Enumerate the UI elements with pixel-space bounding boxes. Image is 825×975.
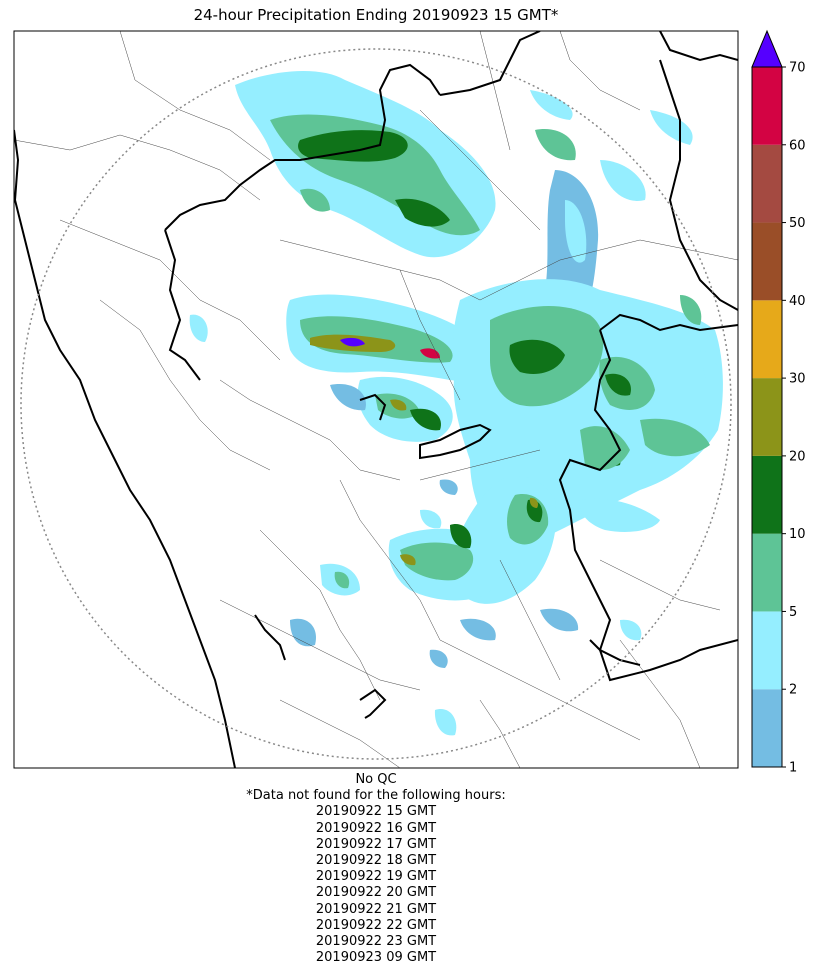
colorbar-segment: [752, 144, 782, 223]
colorbar-segments: [752, 67, 782, 767]
range-ring: [20, 48, 732, 760]
state-borders: [14, 31, 738, 768]
missing-hour: 20190922 23 GMT: [315, 934, 437, 950]
colorbar-tick-label: 50: [789, 216, 806, 231]
missing-hour: 20190923 09 GMT: [315, 950, 437, 966]
chart-title: 24-hour Precipitation Ending 20190923 15…: [193, 6, 559, 24]
missing-hour: 20190922 20 GMT: [315, 885, 437, 901]
missing-hour: 20190922 15 GMT: [315, 804, 437, 820]
colorbar-tick-label: 5: [789, 605, 797, 620]
colorbar-ticks: 1 2 5 10 20 30 40 50 60 70: [782, 61, 806, 776]
missing-hour: 20190922 17 GMT: [315, 836, 437, 852]
colorbar-tick-label: 10: [789, 527, 806, 542]
missing-hour: 20190922 16 GMT: [315, 820, 437, 836]
precip-field: [189, 70, 723, 736]
notes: No QC *Data not found for the following …: [14, 772, 738, 966]
colorbar-segment: [752, 222, 782, 301]
colorbar-tick-label: 70: [789, 61, 806, 76]
missing-hour: 20190922 21 GMT: [315, 901, 437, 917]
map-frame: [13, 30, 739, 769]
colorbar-segment: [752, 533, 782, 612]
colorbar-frame: [751, 66, 783, 768]
missing-hour: 20190922 22 GMT: [315, 917, 437, 933]
colorbar-segment: [752, 455, 782, 534]
colorbar-segment: [752, 611, 782, 690]
colorbar-segment: [752, 378, 782, 456]
missing-header: *Data not found for the following hours:: [246, 788, 506, 804]
colorbar-segment: [752, 67, 782, 145]
colorbar-tick-label: 2: [789, 683, 797, 698]
missing-hour: 20190922 19 GMT: [315, 869, 437, 885]
qc-note: No QC: [355, 772, 397, 787]
colorbar-extend-arrow: [751, 29, 783, 68]
colorbar-tick-label: 1: [789, 761, 797, 776]
missing-hour: 20190922 18 GMT: [315, 853, 437, 869]
district-boundaries: [14, 31, 738, 768]
colorbar-tick-label: 30: [789, 372, 806, 387]
colorbar-tick-label: 40: [789, 294, 806, 309]
colorbar-segment: [752, 689, 782, 767]
colorbar-segment: [752, 300, 782, 379]
colorbar-tick-label: 60: [789, 138, 806, 153]
colorbar-tick-label: 20: [789, 449, 806, 464]
